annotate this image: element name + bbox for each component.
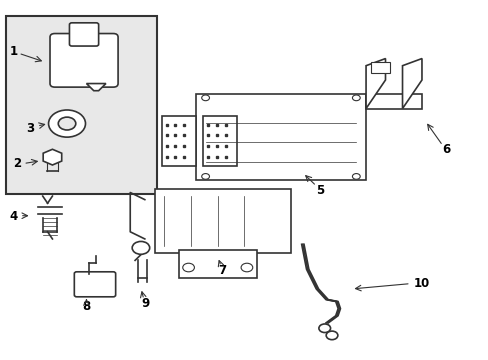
Circle shape: [241, 263, 252, 272]
Circle shape: [325, 331, 337, 340]
FancyBboxPatch shape: [196, 94, 366, 180]
FancyBboxPatch shape: [203, 116, 237, 166]
Text: 10: 10: [413, 277, 429, 290]
Text: 2: 2: [13, 157, 21, 170]
Polygon shape: [402, 59, 421, 109]
Circle shape: [352, 174, 360, 179]
Text: 7: 7: [218, 264, 226, 276]
Circle shape: [201, 174, 209, 179]
Circle shape: [132, 242, 149, 254]
FancyBboxPatch shape: [74, 272, 116, 297]
Text: 6: 6: [441, 143, 449, 156]
Circle shape: [58, 117, 76, 130]
FancyBboxPatch shape: [179, 249, 256, 278]
Circle shape: [318, 324, 330, 333]
Text: 9: 9: [142, 297, 150, 310]
FancyBboxPatch shape: [162, 116, 196, 166]
FancyBboxPatch shape: [50, 33, 118, 87]
Circle shape: [201, 95, 209, 101]
Polygon shape: [86, 84, 106, 91]
Polygon shape: [366, 94, 421, 109]
Text: 1: 1: [9, 45, 18, 58]
Text: 5: 5: [315, 184, 324, 197]
Text: 3: 3: [26, 122, 35, 135]
Text: 8: 8: [82, 300, 90, 313]
FancyBboxPatch shape: [69, 23, 99, 46]
Polygon shape: [43, 149, 61, 165]
Text: 4: 4: [9, 210, 18, 223]
Circle shape: [183, 263, 194, 272]
Circle shape: [48, 110, 85, 137]
Circle shape: [352, 95, 360, 101]
FancyBboxPatch shape: [154, 189, 290, 253]
Polygon shape: [366, 59, 385, 109]
FancyBboxPatch shape: [6, 16, 157, 194]
FancyBboxPatch shape: [370, 62, 389, 73]
